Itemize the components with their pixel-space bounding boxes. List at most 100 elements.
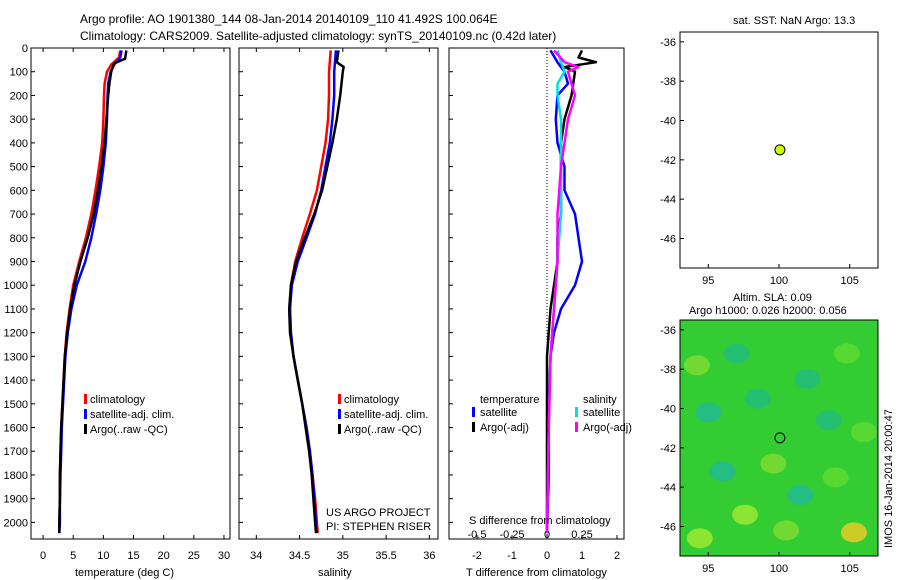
- float-position-marker: [774, 144, 786, 156]
- map-y-tick-label: -44: [660, 482, 676, 494]
- depth-tick-label: 100: [10, 67, 28, 79]
- sla-cell: [822, 467, 849, 488]
- sst-title: sat. SST: NaN Argo: 13.3: [733, 15, 855, 27]
- map-y-tick-label: -40: [660, 116, 676, 128]
- sla-cell: [695, 402, 722, 423]
- legend-temp-satellite: satellite: [480, 407, 517, 419]
- x-tick-label: 30: [218, 550, 230, 562]
- sla-cell: [787, 485, 814, 506]
- difference-xlabel: T difference from climatology: [466, 567, 607, 579]
- sla-cell: [744, 388, 771, 409]
- project-label: US ARGO PROJECT: [326, 507, 431, 519]
- pi-label: PI: STEPHEN RISER: [326, 521, 431, 533]
- map-y-tick-label: -38: [660, 76, 676, 88]
- sla-cell: [686, 528, 713, 549]
- s-difference-label: S difference from climatology: [469, 515, 611, 527]
- map-y-tick-label: -46: [660, 234, 676, 246]
- x-tick-label: 5: [70, 550, 76, 562]
- salinity-panel: [238, 47, 439, 540]
- depth-tick-label: 1300: [4, 351, 28, 363]
- depth-tick-label: 1000: [4, 280, 28, 292]
- legend-temp-argo: Argo(-adj): [480, 422, 529, 434]
- map-x-tick-label: 100: [770, 275, 788, 287]
- depth-tick-label: 200: [10, 90, 28, 102]
- depth-tick-label: 600: [10, 185, 28, 197]
- legend-temperature-title: temperature: [480, 394, 539, 406]
- salinity-xlabel: salinity: [318, 567, 352, 579]
- sla-title: Altim. SLA: 0.09: [733, 292, 812, 304]
- map-x-tick-label: 95: [702, 275, 714, 287]
- depth-tick-label: 0: [22, 43, 28, 55]
- sla-cell: [683, 355, 710, 376]
- series-line-argo-raw-qc-: [287, 50, 345, 534]
- x-tick-label: 10: [97, 550, 109, 562]
- map-y-tick-label: -42: [660, 443, 676, 455]
- s-tick-label: -0.25: [499, 529, 524, 541]
- legend-sal-satellite: satellite: [583, 407, 620, 419]
- depth-tick-label: 1100: [4, 304, 28, 316]
- depth-tick-label: 1400: [4, 375, 28, 387]
- x-tick-label: 35: [337, 550, 349, 562]
- series-line-argo-raw-qc-: [58, 50, 128, 534]
- map-y-tick-label: -44: [660, 194, 676, 206]
- x-tick-label: 34.5: [289, 550, 310, 562]
- depth-tick-label: 300: [10, 114, 28, 126]
- legend-satellite: satellite-adj. clim.: [344, 409, 428, 421]
- temperature-xlabel: temperature (deg C): [75, 567, 174, 579]
- map-y-tick-label: -36: [660, 37, 676, 49]
- x-tick-label: 25: [188, 550, 200, 562]
- sla-cell: [794, 369, 821, 389]
- series-line-climatology: [58, 50, 122, 534]
- temperature-legend: climatology satellite-adj. clim. Argo(..…: [84, 394, 174, 436]
- x-tick-label: -2: [472, 550, 482, 562]
- sla-cell: [760, 453, 787, 474]
- depth-tick-label: 1700: [4, 446, 28, 458]
- depth-tick-label: 900: [10, 256, 28, 268]
- sla-cell: [833, 343, 860, 364]
- legend-argo: Argo(..raw -QC): [90, 424, 168, 436]
- depth-tick-label: 500: [10, 162, 28, 174]
- depth-tick-label: 1800: [4, 470, 28, 482]
- map-x-tick-label: 100: [770, 563, 788, 575]
- title-line-2: Climatology: CARS2009. Satellite-adjuste…: [80, 29, 557, 43]
- legend-climatology: climatology: [344, 394, 400, 406]
- map-y-tick-label: -46: [660, 522, 676, 534]
- sla-cell: [709, 461, 736, 482]
- depth-tick-label: 2000: [4, 517, 28, 529]
- map-x-tick-label: 105: [841, 563, 859, 575]
- sla-cell: [732, 504, 759, 525]
- s-tick-label: 0.25: [571, 529, 592, 541]
- x-tick-label: 36: [423, 550, 435, 562]
- x-tick-label: 35.5: [375, 550, 396, 562]
- float-position-marker: [774, 432, 786, 444]
- x-tick-label: 34: [250, 550, 262, 562]
- difference-legend: temperature satellite Argo(-adj) salinit…: [472, 394, 632, 434]
- salinity-legend: climatology satellite-adj. clim. Argo(..…: [326, 394, 431, 533]
- difference-panel: [448, 47, 625, 540]
- depth-tick-label: 800: [10, 233, 28, 245]
- series-line-satellite-adj-clim-: [288, 50, 338, 534]
- depth-tick-label: 1600: [4, 423, 28, 435]
- map-y-tick-label: -36: [660, 325, 676, 337]
- legend-satellite: satellite-adj. clim.: [90, 409, 174, 421]
- depth-tick-label: 400: [10, 138, 28, 150]
- depth-tick-label: 700: [10, 209, 28, 221]
- map-y-tick-label: -38: [660, 364, 676, 376]
- legend-salinity-title: salinity: [583, 394, 617, 406]
- map-x-tick-label: 95: [702, 563, 714, 575]
- s-tick-label: -0.5: [468, 529, 487, 541]
- series-line-salinity-argo-adj-: [545, 49, 580, 534]
- title-line-1: Argo profile: AO 1901380_144 08-Jan-2014…: [80, 12, 498, 26]
- x-tick-label: 0: [544, 550, 550, 562]
- sla-cell: [850, 422, 877, 443]
- sla-field: [680, 320, 878, 556]
- x-tick-label: 2: [614, 550, 620, 562]
- x-tick-label: 15: [127, 550, 139, 562]
- x-tick-label: 1: [579, 550, 585, 562]
- legend-argo: Argo(..raw -QC): [344, 424, 422, 436]
- series-line-satellite-adj-clim-: [58, 50, 123, 534]
- map-y-tick-label: -40: [660, 404, 676, 416]
- depth-tick-label: 1900: [4, 494, 28, 506]
- map-x-tick-label: 105: [841, 275, 859, 287]
